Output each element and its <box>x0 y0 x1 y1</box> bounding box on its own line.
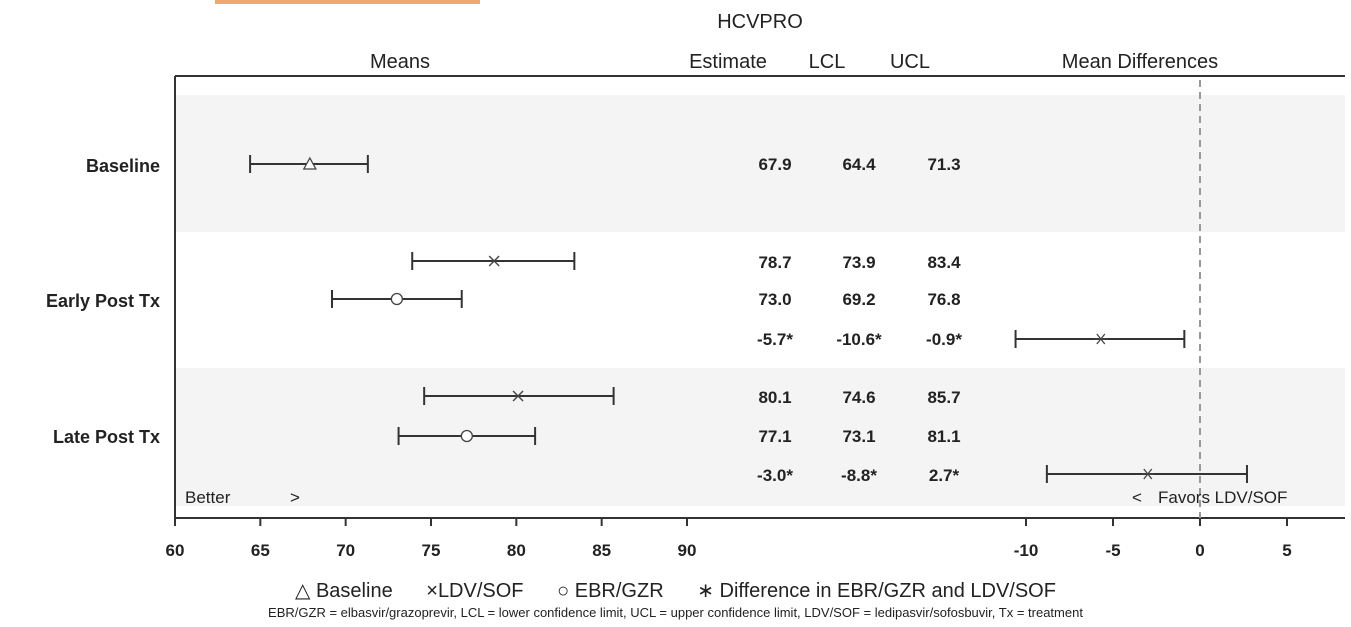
favors-arrow: < <box>1132 488 1142 507</box>
estimate-value: 80.1 <box>758 388 791 407</box>
legend-item-ldv-sof: ×LDV/SOF <box>426 580 523 602</box>
interval-row-6 <box>1045 465 1248 483</box>
interval-row-5 <box>397 427 537 445</box>
legend-label: Difference in EBR/GZR and LDV/SOF <box>719 580 1056 602</box>
tick-label: 5 <box>1282 541 1291 560</box>
x-marker <box>512 390 524 402</box>
interval-row-3 <box>1014 330 1186 348</box>
ucl-value: 71.3 <box>927 155 960 174</box>
triangle-marker <box>302 156 317 170</box>
legend-item-ebr-gzr: ○ EBR/GZR <box>557 580 664 602</box>
legend-label: Baseline <box>315 580 393 602</box>
favors-ldv-sof-label: Favors LDV/SOF <box>1158 488 1287 507</box>
estimate-value: -3.0* <box>757 466 793 485</box>
footnote: EBR/GZR = elbasvir/grazoprevir, LCL = lo… <box>268 605 1083 620</box>
group-label-baseline: Baseline <box>86 156 160 176</box>
tick-label: 85 <box>592 541 611 560</box>
row-2-values: 73.0 69.2 76.8 <box>758 290 960 309</box>
triangle-icon: △ <box>295 580 311 602</box>
row-1-values: 78.7 73.9 83.4 <box>758 253 961 272</box>
band-baseline <box>175 95 1345 232</box>
lcl-value: 74.6 <box>842 388 875 407</box>
ucl-value: 76.8 <box>927 290 960 309</box>
axis-ticks: 60 65 70 75 80 85 90 -10 -5 0 5 <box>166 518 1292 560</box>
row-3-values: -5.7* -10.6* -0.9* <box>757 330 962 349</box>
interval-marks <box>249 155 1248 483</box>
asterisk-marker <box>1141 468 1154 480</box>
top-accent-bar <box>215 0 480 4</box>
x-mark-icon: × <box>426 580 438 602</box>
lcl-value: 73.9 <box>842 253 875 272</box>
tick-label: 60 <box>166 541 185 560</box>
estimate-value: 78.7 <box>758 253 791 272</box>
ucl-value: 81.1 <box>927 427 960 446</box>
better-arrow: > <box>290 488 300 507</box>
circle-marker <box>390 292 404 306</box>
tick-label: -10 <box>1014 541 1039 560</box>
lcl-value: -10.6* <box>836 330 882 349</box>
legend-item-baseline: △ Baseline <box>295 580 393 602</box>
header-mean-differences: Mean Differences <box>1062 51 1218 73</box>
better-label: Better <box>185 488 231 507</box>
header-ucl: UCL <box>890 51 930 73</box>
tick-label: 65 <box>251 541 270 560</box>
tick-label: 70 <box>336 541 355 560</box>
x-marker <box>488 255 500 267</box>
group-label-early-post-tx: Early Post Tx <box>46 291 160 311</box>
legend-label: EBR/GZR <box>574 580 664 602</box>
legend-item-difference: ∗ Difference in EBR/GZR and LDV/SOF <box>697 580 1056 602</box>
legend: △ Baseline ×LDV/SOF ○ EBR/GZR ∗ Differen… <box>0 578 1351 603</box>
ucl-value: 85.7 <box>927 388 960 407</box>
header-means: Means <box>370 51 430 73</box>
row-6-values: -3.0* -8.8* 2.7* <box>757 466 959 485</box>
estimate-value: 73.0 <box>758 290 791 309</box>
circle-marker <box>460 429 473 443</box>
interval-row-1 <box>411 252 576 270</box>
lcl-value: 64.4 <box>842 155 876 174</box>
ucl-value: -0.9* <box>926 330 962 349</box>
interval-row-4 <box>423 387 615 405</box>
band-late-post-tx <box>175 368 1345 506</box>
ucl-value: 83.4 <box>927 253 961 272</box>
tick-label: 90 <box>678 541 697 560</box>
ucl-value: 2.7* <box>929 466 960 485</box>
interval-row-2 <box>331 290 463 308</box>
header-estimate: Estimate <box>689 51 767 73</box>
estimate-value: 67.9 <box>758 155 791 174</box>
tick-label: 0 <box>1195 541 1204 560</box>
asterisk-icon: ∗ <box>697 580 714 602</box>
row-4-values: 80.1 74.6 85.7 <box>758 388 960 407</box>
header-lcl: LCL <box>809 51 846 73</box>
chart-title: HCVPRO <box>717 11 803 33</box>
row-5-values: 77.1 73.1 81.1 <box>758 427 960 446</box>
tick-label: -5 <box>1105 541 1120 560</box>
estimate-value: -5.7* <box>757 330 793 349</box>
group-label-late-post-tx: Late Post Tx <box>53 427 160 447</box>
lcl-value: 73.1 <box>842 427 875 446</box>
circle-icon: ○ <box>557 580 570 602</box>
asterisk-marker <box>1094 333 1107 345</box>
tick-label: 75 <box>422 541 441 560</box>
lcl-value: 69.2 <box>842 290 875 309</box>
legend-label: LDV/SOF <box>437 580 524 602</box>
row-0-values: 67.9 64.4 71.3 <box>758 155 960 174</box>
interval-row-0 <box>249 155 369 173</box>
forest-plot: HCVPRO Means Estimate LCL UCL Mean Diffe… <box>46 11 1345 560</box>
estimate-value: 77.1 <box>758 427 791 446</box>
lcl-value: -8.8* <box>841 466 877 485</box>
tick-label: 80 <box>507 541 526 560</box>
